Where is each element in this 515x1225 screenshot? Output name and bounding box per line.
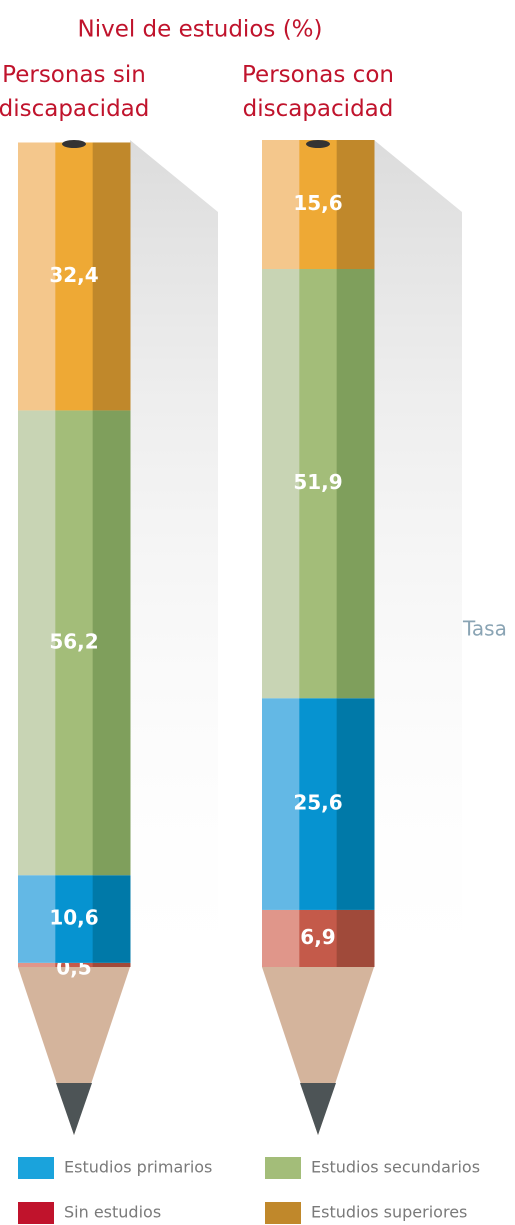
annotation: Tasa (462, 617, 507, 641)
pencil-shadow (130, 140, 218, 1007)
infographic: Nivel de estudios (%) Tasa 0,510,656,232… (0, 0, 515, 1225)
pencil-lead (56, 1083, 92, 1135)
legend-swatch (265, 1157, 301, 1179)
legend-swatch (265, 1202, 301, 1224)
category-label: Personas con discapacidad (228, 58, 408, 126)
pencil-hole (306, 140, 330, 148)
chart: Nivel de estudios (%) Tasa 0,510,656,232… (0, 0, 515, 1225)
stripe (18, 963, 56, 967)
value-label: 10,6 (49, 906, 98, 930)
pencil-hole (62, 140, 86, 148)
category-label: Personas sin discapacidad (0, 58, 164, 126)
value-label: 32,4 (49, 263, 98, 287)
legend-label: Estudios primarios (64, 1158, 212, 1177)
pencil-lead (300, 1083, 336, 1135)
chart-title: Nivel de estudios (%) (77, 17, 322, 43)
legend-label: Sin estudios (64, 1203, 161, 1222)
value-label: 15,6 (293, 191, 342, 215)
value-label: 56,2 (49, 629, 98, 653)
pencil-shadow (374, 140, 462, 1007)
value-label: 6,9 (300, 925, 335, 949)
stripe (337, 910, 375, 967)
value-label: 25,6 (293, 791, 342, 815)
legend-swatch (18, 1202, 54, 1224)
stripe (93, 963, 131, 967)
stripe (262, 910, 300, 967)
value-label: 51,9 (293, 470, 342, 494)
legend-label: Estudios superiores (311, 1203, 467, 1222)
legend-swatch (18, 1157, 54, 1179)
legend-label: Estudios secundarios (311, 1158, 480, 1177)
